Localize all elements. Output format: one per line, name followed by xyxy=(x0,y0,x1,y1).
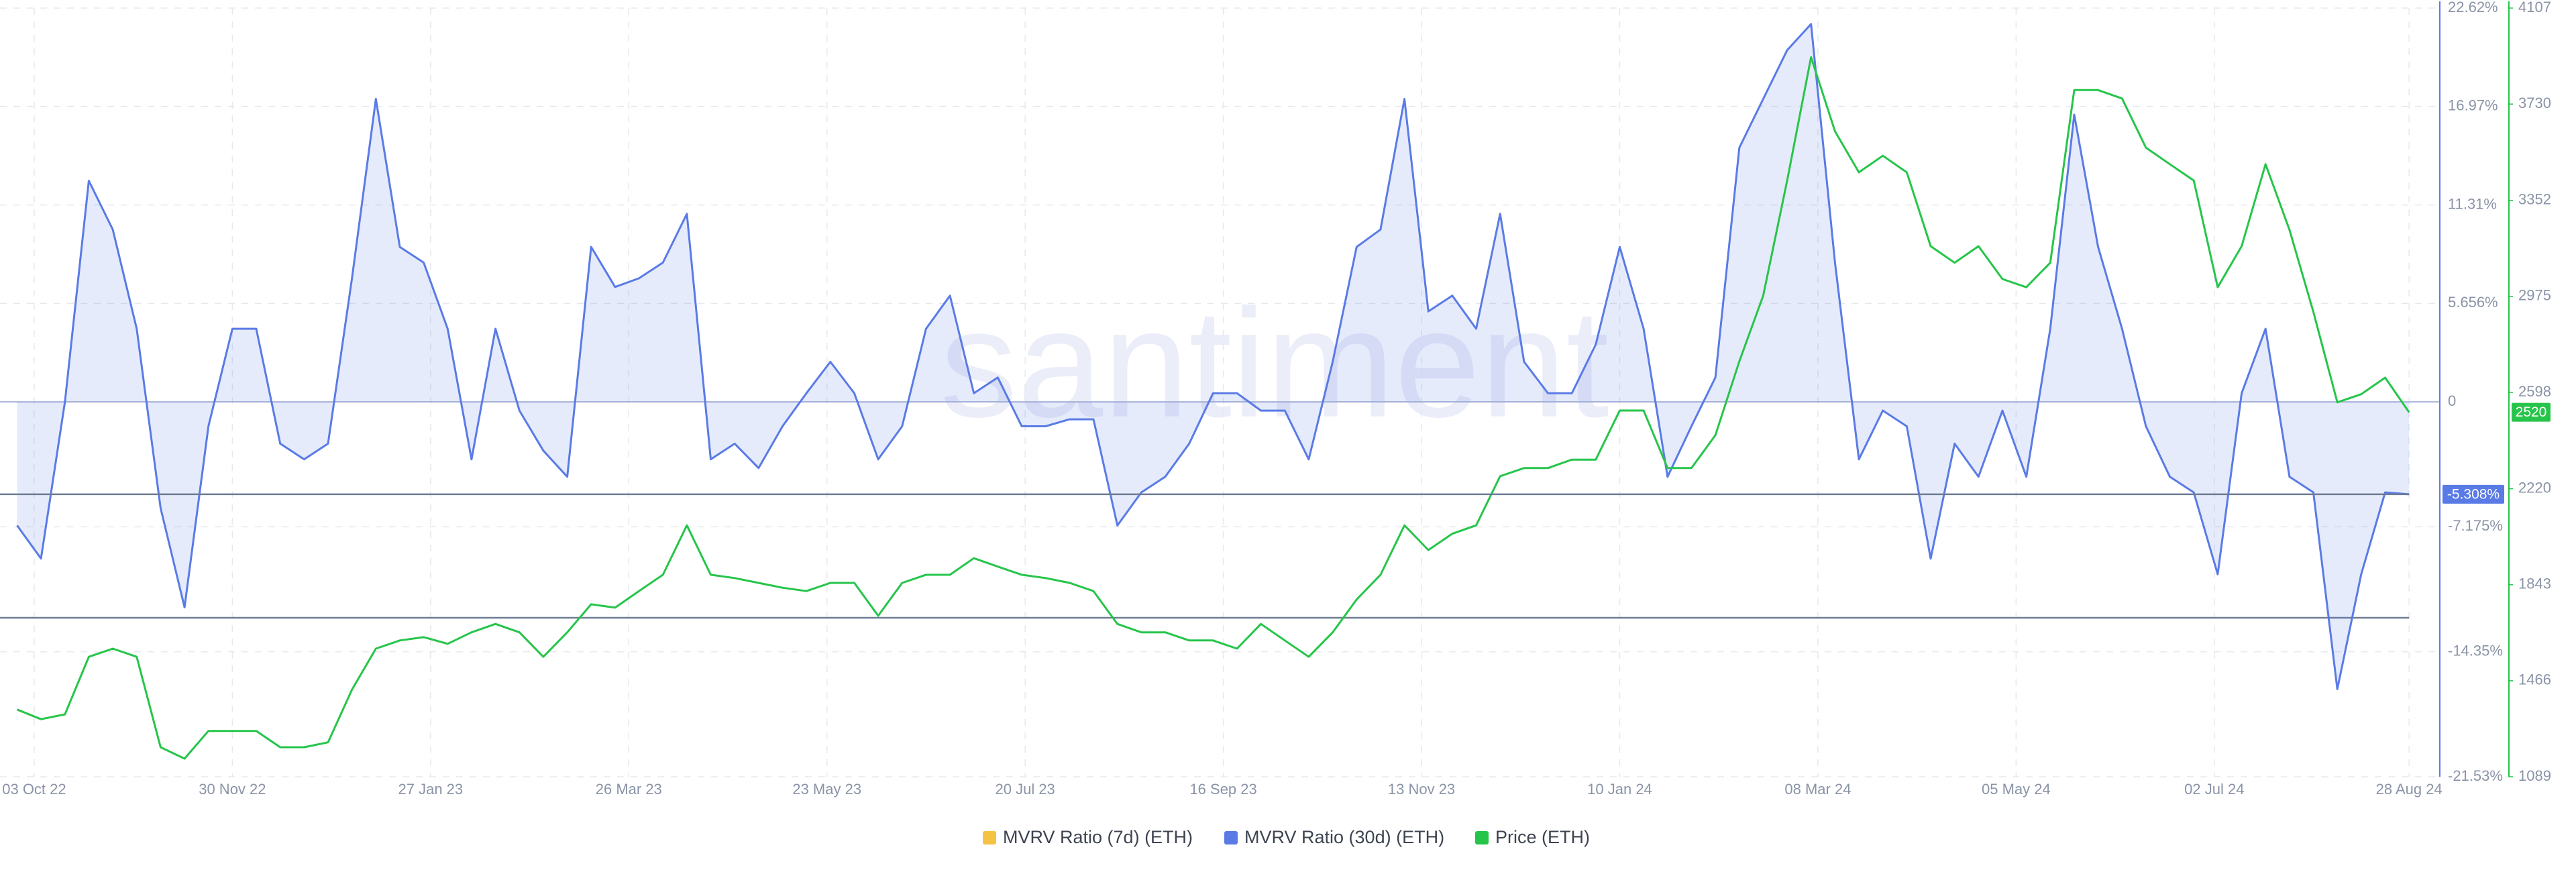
x-tick-label: 26 Mar 23 xyxy=(596,781,662,798)
series-line xyxy=(16,23,2410,690)
y-tick-label: 16.97% xyxy=(2448,97,2498,113)
price-badge-label: 2520 xyxy=(2516,404,2547,420)
legend-swatch xyxy=(1475,831,1489,844)
y-tick-label: 11.31% xyxy=(2448,195,2497,212)
y-tick-label: 5.656% xyxy=(2448,294,2498,311)
legend-swatch xyxy=(1224,831,1238,844)
y-tick-label: -21.53% xyxy=(2448,767,2503,784)
mvrv-badge-label: -5.308% xyxy=(2447,486,2500,502)
x-tick-label: 16 Sep 23 xyxy=(1189,781,1256,798)
y2-tick-label: 2975 xyxy=(2518,287,2551,304)
y2-tick-label: 1466 xyxy=(2518,671,2551,688)
watermark: santiment xyxy=(940,277,1609,449)
series-line xyxy=(16,56,2410,760)
legend-label: MVRV Ratio (30d) (ETH) xyxy=(1244,827,1444,847)
y-tick-label: 22.62% xyxy=(2448,0,2498,15)
legend-label: MVRV Ratio (7d) (ETH) xyxy=(1003,827,1193,847)
y2-tick-label: 2220 xyxy=(2518,479,2551,496)
x-tick-label: 20 Jul 23 xyxy=(996,781,1055,798)
x-tick-label: 10 Jan 24 xyxy=(1587,781,1652,798)
x-tick-label: 03 Oct 22 xyxy=(2,781,66,798)
x-tick-label: 23 May 23 xyxy=(792,781,861,798)
x-tick-label: 05 May 24 xyxy=(1982,781,2051,798)
x-tick-label: 08 Mar 24 xyxy=(1784,781,1851,798)
area xyxy=(17,23,2410,690)
y2-tick-label: 1089 xyxy=(2518,767,2551,784)
x-tick-label: 30 Nov 22 xyxy=(199,781,266,798)
y2-tick-label: 3352 xyxy=(2518,191,2551,208)
mvrv-badge xyxy=(2443,484,2504,504)
x-tick-label: 28 Aug 24 xyxy=(2376,781,2443,798)
y-tick-label: -14.35% xyxy=(2448,642,2503,659)
x-tick-label: 02 Jul 24 xyxy=(2184,781,2244,798)
y2-tick-label: 1843 xyxy=(2518,576,2551,592)
y2-tick-label: 4107 xyxy=(2518,0,2551,15)
legend-swatch xyxy=(983,831,996,844)
y2-tick-label: 2598 xyxy=(2518,383,2551,400)
price-badge xyxy=(2512,402,2551,422)
legend-label: Price (ETH) xyxy=(1495,827,1590,847)
y2-tick-label: 3730 xyxy=(2518,95,2551,111)
y-tick-label: 0 xyxy=(2448,392,2456,409)
y-tick-label: -7.175% xyxy=(2448,517,2503,534)
x-tick-label: 27 Jan 23 xyxy=(398,781,464,798)
x-tick-label: 13 Nov 23 xyxy=(1388,781,1455,798)
